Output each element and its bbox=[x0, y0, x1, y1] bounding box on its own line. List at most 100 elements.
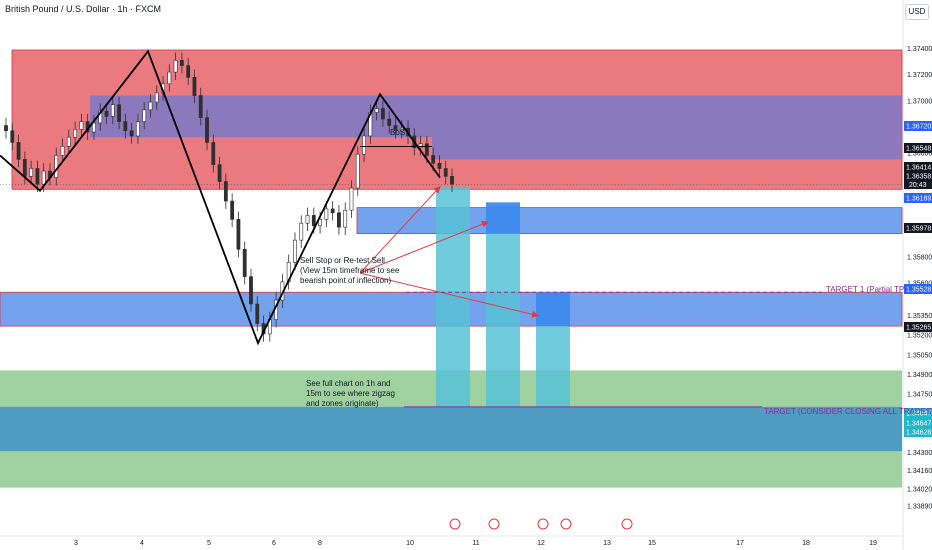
candle bbox=[104, 103, 109, 125]
candle-body bbox=[381, 108, 385, 120]
price-tick-label: 1.35350 bbox=[907, 313, 932, 320]
price-tick-label: 1.34160 bbox=[907, 468, 932, 475]
currency-button[interactable]: USD bbox=[905, 4, 929, 20]
price-tick-label: 1.36600 bbox=[907, 150, 932, 157]
purple-zone bbox=[90, 95, 902, 138]
price-tag bbox=[904, 284, 932, 294]
candle-body bbox=[217, 164, 222, 182]
price-tag bbox=[904, 408, 932, 418]
price-tag bbox=[904, 121, 932, 131]
economic-event-icon bbox=[537, 518, 549, 530]
candle bbox=[179, 52, 184, 74]
candle bbox=[142, 102, 147, 130]
candle bbox=[4, 117, 8, 139]
purple-zone-lower bbox=[432, 137, 902, 160]
candle bbox=[192, 69, 197, 104]
candle bbox=[205, 109, 209, 151]
time-tick-label: 3 bbox=[74, 540, 78, 547]
price-tag bbox=[904, 171, 932, 181]
candle bbox=[437, 155, 442, 177]
countdown-label: 20:43 bbox=[909, 182, 927, 189]
candle bbox=[387, 111, 392, 134]
time-tick-label: 10 bbox=[406, 540, 414, 547]
candle bbox=[110, 96, 115, 125]
teal-zone bbox=[0, 406, 902, 452]
sell-note-line-1: Sell Stop or Re-test Sell bbox=[300, 256, 385, 265]
candle-body bbox=[349, 187, 354, 211]
price-tag-label: 1.36414 bbox=[906, 165, 931, 172]
symbol-title[interactable]: British Pound / U.S. Dollar · 1h · FXCM bbox=[5, 4, 162, 14]
candle bbox=[129, 122, 134, 144]
candle-body bbox=[104, 110, 109, 117]
price-tick-label: 1.37400 bbox=[907, 46, 932, 53]
candle-body bbox=[167, 71, 172, 85]
full-chart-note-line-1: See full chart on 1h and bbox=[306, 379, 391, 388]
candle-body bbox=[66, 136, 71, 147]
time-tick-label: 15 bbox=[648, 540, 656, 547]
candle bbox=[236, 211, 241, 258]
candle-body bbox=[123, 121, 128, 132]
candle bbox=[79, 113, 84, 138]
time-tick-label: 11 bbox=[472, 540, 479, 547]
candle bbox=[173, 52, 178, 80]
candle-body bbox=[318, 219, 322, 227]
candle-body bbox=[362, 135, 366, 155]
price-tag bbox=[904, 427, 932, 437]
price-tick-label: 1.35200 bbox=[907, 333, 932, 340]
candle bbox=[293, 232, 297, 271]
countdown-tag bbox=[904, 180, 932, 189]
arrow-to-box-3 bbox=[359, 272, 539, 318]
candle-body bbox=[242, 248, 247, 277]
candle-body bbox=[431, 155, 436, 164]
price-tag bbox=[904, 322, 932, 332]
candle-body bbox=[22, 159, 27, 177]
target-label: TARGET (CONSIDER CLOSING ALL TRADES) bbox=[764, 407, 932, 416]
candle bbox=[443, 160, 448, 185]
candle bbox=[230, 193, 235, 228]
candle-body bbox=[16, 142, 21, 160]
candle-body bbox=[54, 155, 59, 178]
bos-label: BoS bbox=[390, 128, 406, 137]
full-chart-note-line-3: and zones originate) bbox=[306, 399, 379, 408]
candle-body bbox=[399, 127, 404, 132]
candle-body bbox=[324, 208, 329, 220]
price-tag-label: 1.34647 bbox=[906, 421, 931, 428]
economic-event-icon bbox=[560, 518, 572, 530]
price-tick-label: 1.34900 bbox=[907, 372, 932, 379]
price-tick-label: 1.37000 bbox=[907, 98, 932, 105]
candle-body bbox=[98, 110, 103, 124]
candle-body bbox=[374, 108, 379, 113]
time-tick-label: 8 bbox=[318, 540, 322, 547]
candle bbox=[242, 241, 247, 285]
candle-body bbox=[173, 60, 178, 73]
price-tag-label: 1.36720 bbox=[906, 124, 931, 131]
candle-body bbox=[230, 200, 235, 220]
candle-body bbox=[299, 222, 304, 241]
candle bbox=[73, 121, 77, 146]
candle bbox=[223, 173, 228, 209]
entry-cap-1 bbox=[486, 202, 520, 234]
candle-body bbox=[198, 95, 203, 118]
target-box-1 bbox=[436, 186, 470, 407]
candle-body bbox=[355, 153, 360, 189]
candle bbox=[393, 117, 398, 139]
sell-note: Sell Stop or Re-test Sell (View 15m time… bbox=[300, 256, 399, 286]
price-tag-label: 1.35265 bbox=[906, 325, 931, 332]
candle bbox=[98, 103, 103, 131]
candle-body bbox=[142, 109, 147, 122]
candle-body bbox=[79, 121, 84, 130]
sell-note-line-3: bearish point of inflection) bbox=[300, 276, 392, 285]
candle-body bbox=[4, 125, 8, 132]
candle-body bbox=[236, 219, 241, 250]
sell-note-line-2: (View 15m timeframe to see bbox=[300, 266, 400, 275]
economic-event-icon bbox=[449, 518, 461, 530]
price-tag-label: 1.35978 bbox=[906, 226, 931, 233]
candle-body bbox=[393, 125, 398, 132]
candle bbox=[60, 138, 65, 164]
candle bbox=[16, 134, 21, 168]
price-tag bbox=[904, 162, 932, 172]
candle-body bbox=[110, 104, 115, 117]
economic-event-icon bbox=[488, 518, 500, 530]
